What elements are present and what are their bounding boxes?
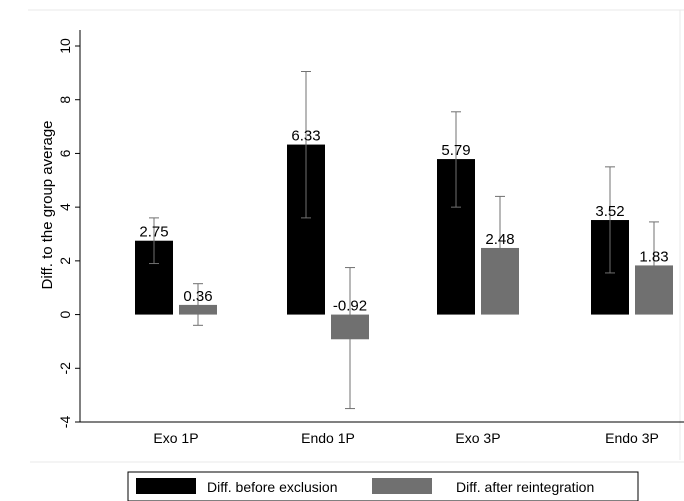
- y-tick-label: -2: [57, 362, 73, 375]
- x-axis: Exo 1P Endo 1P Exo 3P Endo 3P: [80, 421, 684, 446]
- y-axis-title: Diff. to the group average: [39, 121, 56, 290]
- y-tick-label: -4: [57, 416, 73, 429]
- legend-swatch: [372, 478, 432, 494]
- y-tick-label: 8: [57, 96, 73, 104]
- data-label: 6.33: [291, 128, 320, 145]
- x-tick-label: Endo 3P: [605, 430, 659, 446]
- data-label: 3.52: [595, 203, 624, 220]
- legend-swatch: [136, 478, 196, 494]
- data-label: 5.79: [441, 142, 470, 159]
- y-tick-label: 10: [57, 38, 73, 54]
- legend: Diff. before exclusion Diff. after reinte…: [127, 471, 639, 501]
- error-bars: [149, 71, 659, 410]
- value-labels: 2.75 6.33 5.79 3.52 0.36 -0.92 2.48 1.83: [139, 128, 668, 315]
- legend-label: Diff. before exclusion: [207, 479, 337, 495]
- data-label: 2.48: [485, 231, 514, 248]
- y-tick-label: 4: [57, 203, 73, 211]
- y-axis: -4 -2 0 2 4 6 8 10: [57, 30, 81, 429]
- data-label: -0.92: [333, 298, 367, 315]
- x-tick-label: Exo 1P: [153, 430, 198, 446]
- plot-area: [28, 9, 684, 463]
- data-label: 2.75: [139, 224, 168, 241]
- x-tick-label: Endo 1P: [301, 430, 355, 446]
- y-tick-label: 2: [57, 257, 73, 265]
- legend-label: Diff. after reintegration: [456, 479, 594, 495]
- data-label: 1.83: [639, 248, 668, 265]
- y-tick-label: 0: [57, 310, 73, 318]
- y-tick-label: 6: [57, 149, 73, 157]
- data-label: 0.36: [183, 288, 212, 305]
- x-tick-label: Exo 3P: [455, 430, 500, 446]
